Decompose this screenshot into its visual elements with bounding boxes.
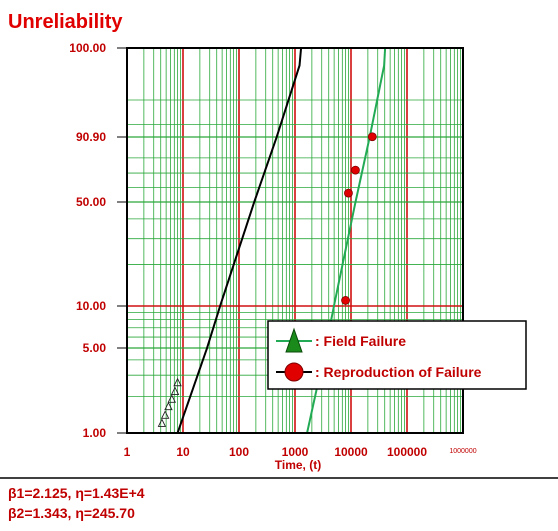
triangle-point xyxy=(170,386,180,396)
plot-frame xyxy=(126,47,464,434)
circle-marker-icon xyxy=(284,362,304,382)
x-tick-label: 1000000 xyxy=(449,448,476,455)
x-tick-label: 100 xyxy=(229,445,249,459)
circle-point xyxy=(344,188,353,198)
x-tick-label: 10 xyxy=(176,445,190,459)
triangle-point xyxy=(160,410,170,419)
params-line-1: β1=2.125, η=1.43E+4 xyxy=(8,485,145,501)
legend-text-2: Reproduction of Failure xyxy=(320,364,482,380)
y-tick-label: 10.00 xyxy=(76,299,106,313)
fit-line-0 xyxy=(176,47,303,434)
x-tick-label: 1 xyxy=(124,445,131,459)
y-tick-label: 5.00 xyxy=(83,341,107,355)
y-tick-label: 1.00 xyxy=(83,426,107,440)
legend-prefix-2: : xyxy=(315,364,320,380)
triangle-marker-icon xyxy=(285,327,303,353)
y-tick-labels: 1.00 5.00 10.00 50.00 90.90 100.00 xyxy=(69,41,127,440)
x-tick-label: 10000 xyxy=(334,445,368,459)
y-tick-label: 50.00 xyxy=(76,195,106,209)
triangle-point xyxy=(173,377,182,387)
data-points xyxy=(157,132,377,427)
params-line-2: β2=1.343, η=245.70 xyxy=(8,505,135,521)
circle-point xyxy=(367,132,377,142)
circle-point xyxy=(351,165,360,175)
triangle-point xyxy=(167,394,176,403)
x-tick-label: 1000 xyxy=(282,445,309,459)
legend-prefix-1: : xyxy=(315,333,320,349)
y-tick-label: 90.90 xyxy=(76,130,106,144)
triangle-point xyxy=(164,401,173,411)
x-tick-label: 100000 xyxy=(387,445,427,459)
x-axis-label: Time, (t) xyxy=(275,458,321,472)
triangle-point xyxy=(157,418,167,427)
legend-label-field-failure: : Field Failure xyxy=(315,333,406,349)
y-tick-label: 100.00 xyxy=(69,41,106,55)
circle-point xyxy=(341,296,350,305)
chart-title: Unreliability xyxy=(8,11,123,33)
legend-label-reproduction: : Reproduction of Failure xyxy=(315,364,482,380)
x-tick-labels: 1 10 100 1000 10000 100000 1000000 xyxy=(124,445,477,459)
legend-text-1: Field Failure xyxy=(320,333,407,349)
legend-box xyxy=(267,320,527,390)
chart-legend: : Field Failure : Reproduction of Failur… xyxy=(267,320,527,390)
